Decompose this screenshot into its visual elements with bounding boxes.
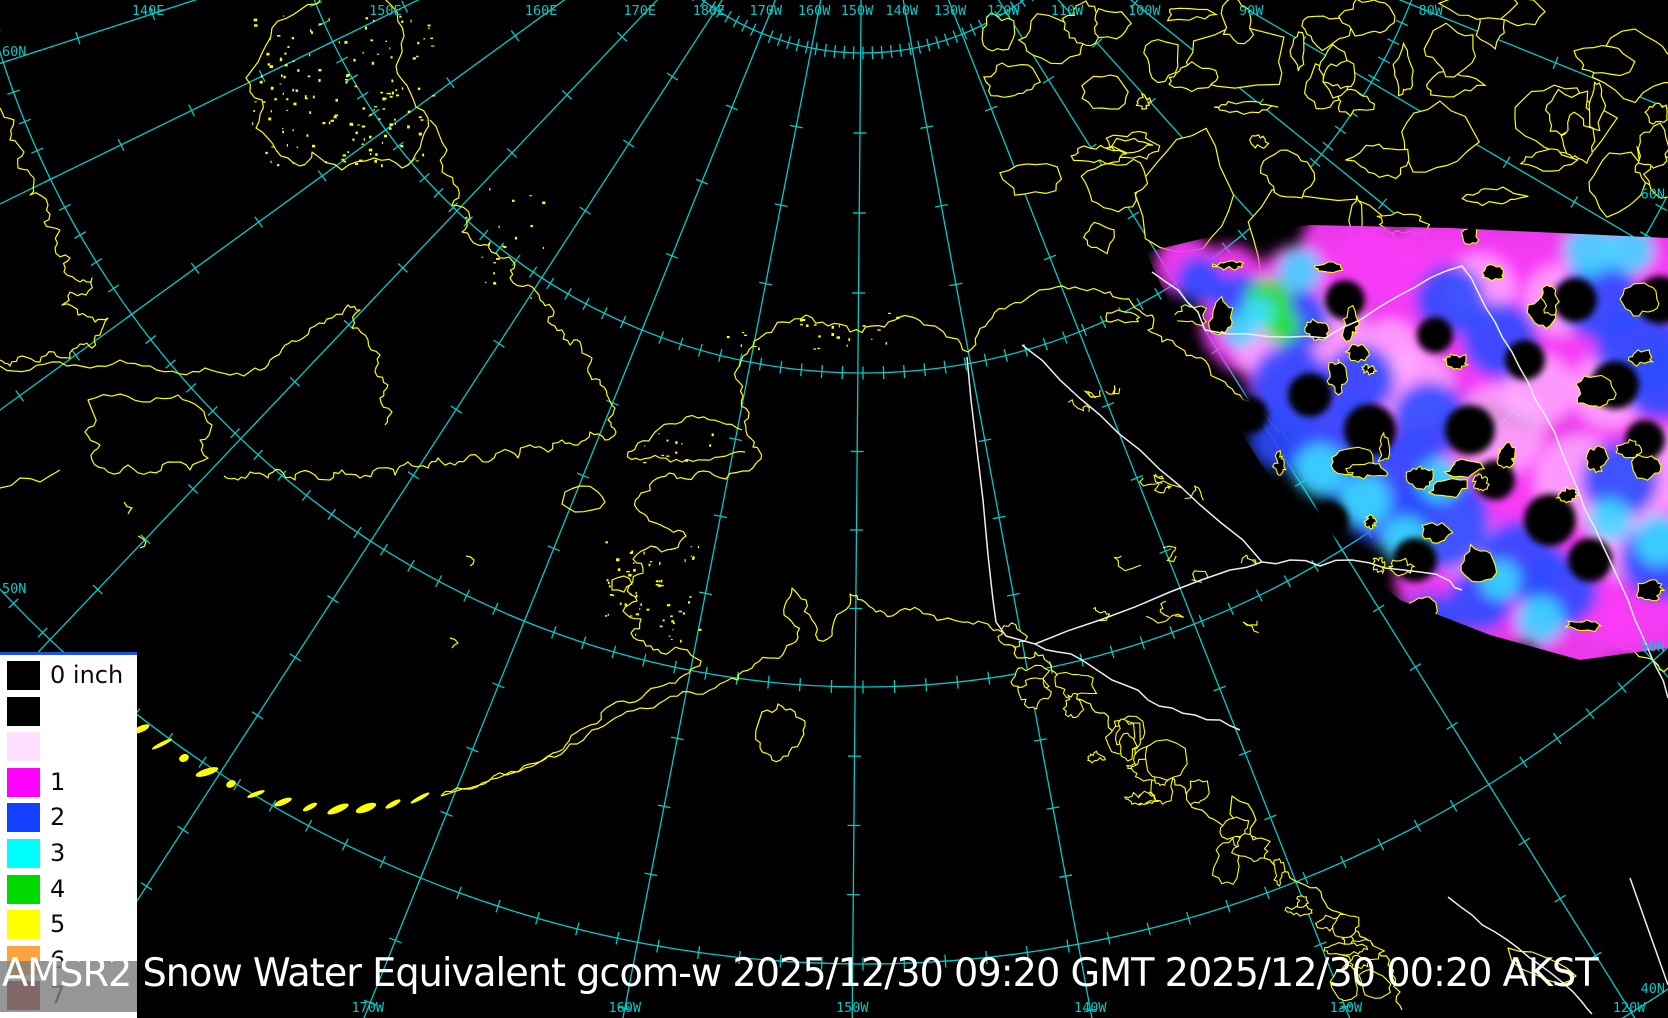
lon-label-top: 150E <box>369 3 402 19</box>
legend-entry: 2 <box>0 803 137 833</box>
snow-depth-legend: 0 inch1234567 <box>0 652 137 1018</box>
legend-color-swatch <box>7 661 40 690</box>
meridian <box>0 0 658 694</box>
meridian <box>1230 0 1668 258</box>
legend-entry: 1 <box>0 767 137 797</box>
lon-label-top: 80W <box>1419 3 1444 19</box>
lon-label-top: 170W <box>749 3 782 19</box>
lon-label-top: 140W <box>886 3 919 19</box>
legend-value-label: 3 <box>50 839 66 867</box>
legend-value-label: 5 <box>50 910 66 939</box>
lon-label-top: 120W <box>987 3 1020 19</box>
legend-gray-overlay <box>0 961 137 1012</box>
lat-label-right: 50N <box>1641 639 1665 655</box>
lon-label-top: 90W <box>1239 3 1264 19</box>
legend-entry: 5 <box>0 910 137 940</box>
legend-color-swatch <box>7 803 40 833</box>
lon-label-bottom: 170W <box>351 1000 384 1016</box>
lon-label-top: 150W <box>841 3 874 19</box>
meridian <box>902 0 1093 1018</box>
lat-label-left: 60N <box>2 44 26 60</box>
lon-label-top: 100W <box>1128 3 1161 19</box>
lat-label-left: 50N <box>2 581 26 597</box>
meridian <box>0 0 566 411</box>
legend-entry: 0 inch <box>0 661 137 690</box>
lon-label-top: 110W <box>1051 3 1084 19</box>
lon-label-bottom: 120W <box>1613 1000 1646 1016</box>
arctic-archipelago-islands <box>981 0 1668 324</box>
lon-label-top: 170E <box>624 3 657 19</box>
legend-color-swatch <box>7 839 40 868</box>
legend-color-swatch <box>7 696 40 726</box>
snow-swath-island-outlines <box>1173 225 1666 633</box>
lon-label-top: 140E <box>132 3 165 19</box>
legend-value-label: 2 <box>50 803 66 832</box>
lon-label-bottom: 160W <box>608 1000 641 1016</box>
legend-color-swatch <box>7 874 40 904</box>
meridian <box>622 0 822 1018</box>
legend-entry <box>0 696 137 726</box>
meridian <box>60 0 723 1018</box>
legend-entry: 4 <box>0 874 137 904</box>
product-title: AMSR2 Snow Water Equivalent gcom-w 2025/… <box>2 951 1599 996</box>
snow-water-equivalent-field <box>1155 225 1668 660</box>
meridian <box>0 0 198 65</box>
lon-label-top: 160W <box>798 3 831 19</box>
lon-label-top: 130W <box>934 3 967 19</box>
lon-label-top: 180E <box>693 3 726 19</box>
meridian <box>851 0 862 1018</box>
meridian <box>947 0 1351 1018</box>
legend-color-swatch <box>7 767 40 797</box>
legend-color-swatch <box>7 732 40 762</box>
mackenzie-lake-outlines <box>1067 385 1259 634</box>
legend-value-label: 0 inch <box>50 661 124 689</box>
political-borders <box>966 265 1668 1015</box>
legend-value-label: 1 <box>50 767 66 796</box>
bc-coast-islands <box>997 622 1392 1002</box>
legend-value-label: 4 <box>50 874 66 903</box>
lon-label-bottom: 140W <box>1074 1000 1107 1016</box>
meridian <box>363 0 777 1018</box>
lon-label-bottom: 130W <box>1330 1000 1363 1016</box>
legend-color-swatch <box>7 910 40 940</box>
legend-entry: 3 <box>0 839 137 868</box>
lat-label-right: 40N <box>1641 981 1665 997</box>
legend-entry <box>0 732 137 762</box>
lon-label-top: 160E <box>525 3 558 19</box>
lake-speckles <box>252 15 900 643</box>
lat-label-right: 60N <box>1641 186 1665 202</box>
lon-label-bottom: 150W <box>836 1000 869 1016</box>
graticule-labels: 140E 150E 160E 170E 180E 170W 160W 150W 140W 130W… <box>2 3 1665 1016</box>
